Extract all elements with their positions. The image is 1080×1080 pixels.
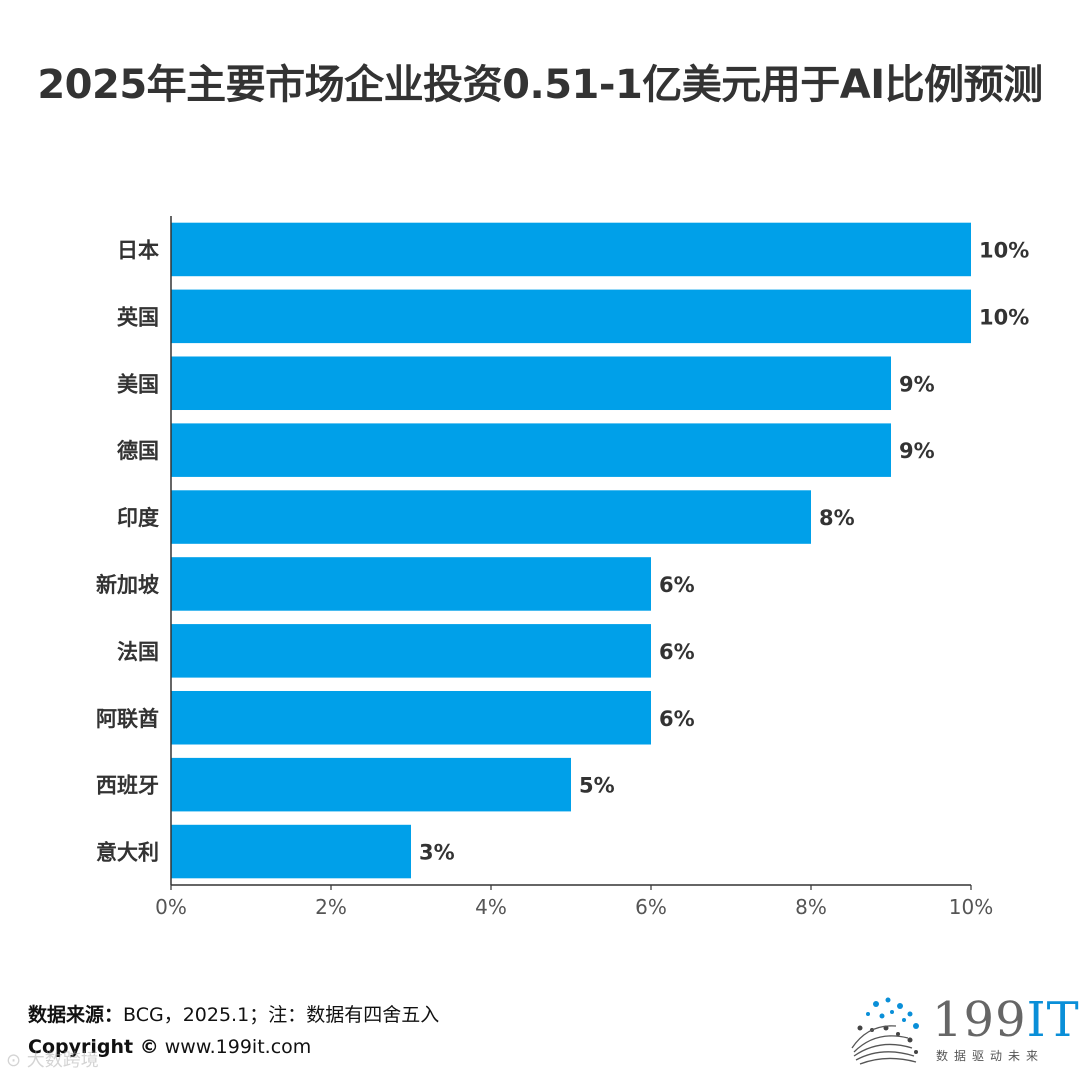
logo-tagline: 数据驱动未来	[936, 1049, 1045, 1063]
bars-layer	[171, 222, 971, 879]
x-tick-label-1: 2%	[315, 895, 347, 919]
value-label-9: 3%	[419, 841, 455, 865]
source-label: 数据来源：	[28, 1004, 124, 1026]
logo-text-main: 199	[932, 992, 1027, 1048]
value-label-0: 10%	[979, 238, 1029, 262]
value-label-3: 9%	[899, 439, 935, 463]
copyright-label: Copyright ©	[28, 1036, 159, 1058]
category-label-1: 英国	[117, 305, 159, 329]
copyright: Copyright © www.199it.com	[28, 1036, 311, 1058]
value-label-7: 6%	[659, 707, 695, 731]
logo-dots-icon	[851, 997, 919, 1065]
x-tick-label-3: 6%	[635, 895, 667, 919]
watermark: ⊙ 大数跨境	[6, 1050, 99, 1071]
value-label-4: 8%	[819, 506, 855, 530]
category-label-9: 意大利	[96, 841, 159, 865]
logo-text-it: IT	[1026, 992, 1080, 1048]
category-label-5: 新加坡	[96, 573, 159, 597]
bar-chart: 日本 10% 英国 10% 美国 9% 德国 9% 印度 8% 新加坡 6% 法国 6% 阿联酋 6% 西班牙 5…	[96, 216, 1029, 919]
category-label-4: 印度	[117, 506, 159, 530]
copyright-url[interactable]: www.199it.com	[164, 1036, 312, 1058]
value-label-1: 10%	[979, 305, 1029, 329]
data-source: 数据来源：BCG，2025.1；注：数据有四舍五入	[28, 1000, 439, 1027]
x-tick-label-0: 0%	[155, 895, 187, 919]
value-label-6: 6%	[659, 640, 695, 664]
x-tick-label-4: 8%	[795, 895, 827, 919]
category-label-3: 德国	[117, 439, 159, 463]
chart-title: 2025年主要市场企业投资0.51-1亿美元用于AI比例预测	[37, 62, 1043, 108]
bar-6	[171, 624, 651, 678]
x-tick-label-2: 4%	[475, 895, 507, 919]
category-label-7: 阿联酋	[96, 707, 159, 731]
bar-0	[171, 222, 971, 277]
bar-9	[171, 824, 411, 879]
labels-layer: 日本 10% 英国 10% 美国 9% 德国 9% 印度 8% 新加坡 6% 法国 6% 阿联酋 6% 西班牙 5…	[96, 238, 1029, 864]
bar-5	[171, 557, 651, 611]
x-tick-label-5: 10%	[949, 895, 993, 919]
axes-layer: 0% 2% 4% 6% 8% 10%	[155, 216, 993, 919]
category-label-8: 西班牙	[96, 774, 159, 798]
bar-3	[171, 423, 891, 477]
source-text: BCG，2025.1；注：数据有四舍五入	[123, 1004, 440, 1026]
bar-2	[171, 356, 891, 411]
category-label-2: 美国	[117, 372, 159, 396]
bar-8	[171, 757, 571, 812]
bar-1	[171, 289, 971, 344]
category-label-0: 日本	[117, 238, 159, 262]
bar-7	[171, 690, 651, 745]
value-label-2: 9%	[899, 372, 935, 396]
bar-4	[171, 490, 811, 544]
value-label-8: 5%	[579, 774, 615, 798]
category-label-6: 法国	[117, 640, 159, 664]
logo-text: 199IT	[932, 992, 1080, 1048]
value-label-5: 6%	[659, 573, 695, 597]
